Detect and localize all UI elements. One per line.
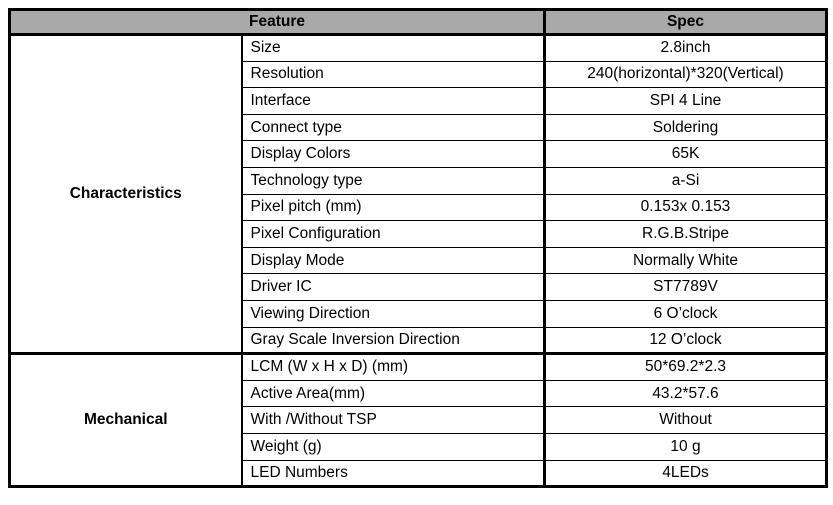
spec-cell: R.G.B.Stripe: [544, 220, 827, 248]
feature-cell: Pixel Configuration: [241, 220, 546, 248]
feature-cell: Connect type: [241, 113, 546, 142]
group-label-characteristics: Characteristics: [9, 32, 243, 354]
table-row: Driver IC ST7789V: [10, 273, 827, 301]
spec-cell: a-Si: [544, 166, 827, 195]
feature-cell: Weight (g): [241, 432, 546, 461]
feature-cell: Viewing Direction: [241, 299, 546, 328]
spec-cell: 65K: [544, 140, 827, 168]
feature-cell: Gray Scale Inversion Direction: [241, 326, 546, 355]
spec-cell: 4LEDs: [544, 459, 827, 488]
spec-cell: 240(horizontal)*320(Vertical): [544, 60, 827, 89]
spec-cell: 6 O’clock: [544, 299, 827, 328]
spec-cell: 10 g: [544, 432, 827, 461]
table-row: Pixel Configuration R.G.B.Stripe: [10, 220, 827, 248]
spec-cell: 0.153x 0.153: [544, 193, 827, 222]
spec-cell: SPI 4 Line: [544, 87, 827, 115]
table-row: Characteristics Size 2.8inch: [9, 32, 827, 354]
table-header-row: Feature Spec: [9, 9, 827, 36]
table-row: LED Numbers 4LEDs: [10, 459, 827, 488]
column-header-feature: Feature: [9, 9, 546, 36]
feature-cell: Interface: [241, 87, 546, 115]
table-row: Resolution 240(horizontal)*320(Vertical): [10, 60, 827, 89]
column-header-spec: Spec: [544, 9, 827, 36]
spec-table-body: Characteristics Size 2.8inch Resolution 240(…: [9, 32, 827, 488]
spec-table: Feature Spec Characteristics Size 2.8inch R…: [8, 8, 828, 489]
table-row: Display Colors 65K: [10, 140, 827, 168]
table-row: Display Mode Normally White: [10, 246, 827, 275]
feature-cell: Resolution: [241, 60, 546, 89]
table-row: Interface SPI 4 Line: [10, 87, 827, 115]
feature-cell: Size: [241, 33, 546, 62]
spec-cell: Normally White: [544, 246, 827, 275]
spec-cell: 2.8inch: [544, 33, 827, 62]
spec-cell: ST7789V: [544, 273, 827, 301]
feature-cell: LCM (W x H x D) (mm): [241, 352, 546, 381]
feature-cell: Display Colors: [241, 140, 546, 168]
feature-cell: Driver IC: [241, 273, 546, 301]
feature-cell: Pixel pitch (mm): [241, 193, 546, 222]
feature-cell: Technology type: [241, 166, 546, 195]
table-row: Viewing Direction 6 O’clock: [10, 299, 827, 328]
table-row: Mechanical LCM (W x H x D) (mm) 50*69.2*2.…: [9, 352, 827, 487]
table-row: Technology type a-Si: [10, 166, 827, 195]
spec-cell: 43.2*57.6: [544, 379, 827, 408]
feature-cell: Display Mode: [241, 246, 546, 275]
table-row: Active Area(mm) 43.2*57.6: [10, 379, 827, 408]
feature-cell: Active Area(mm): [241, 379, 546, 408]
spec-cell: Without: [544, 406, 827, 434]
spec-cell: 12 O’clock: [544, 326, 827, 355]
spec-cell: Soldering: [544, 113, 827, 142]
group-label-mechanical: Mechanical: [9, 352, 243, 487]
feature-cell: With /Without TSP: [241, 406, 546, 434]
table-row: Pixel pitch (mm) 0.153x 0.153: [10, 193, 827, 222]
table-row: Weight (g) 10 g: [10, 432, 827, 461]
table-row: With /Without TSP Without: [10, 406, 827, 434]
feature-cell: LED Numbers: [241, 459, 546, 488]
spec-cell: 50*69.2*2.3: [544, 352, 827, 381]
